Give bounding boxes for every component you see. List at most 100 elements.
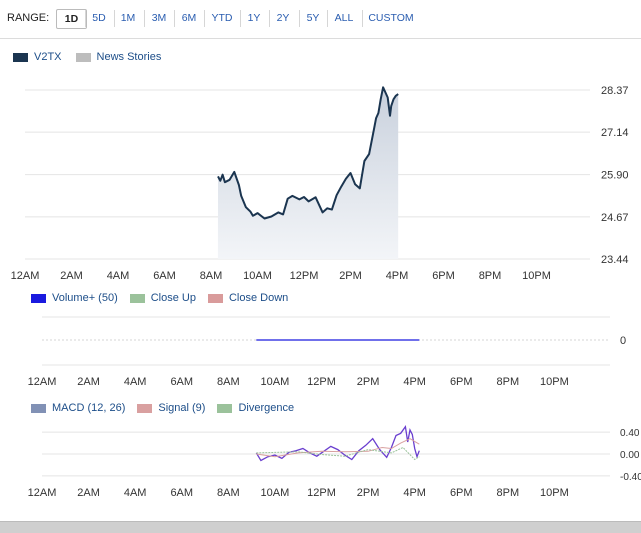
legend-swatch <box>75 52 91 62</box>
range-separator <box>144 10 145 27</box>
x-tick-label: 10AM <box>243 270 272 282</box>
volume-chart[interactable]: 0 12AM 2AM 4AM 6AM 8AM 10AM 12PM 2PM 4PM 6PM 8PM 10P… <box>0 310 641 390</box>
legend-label: Divergence <box>238 402 295 414</box>
x-tick-label: 6AM <box>153 270 176 282</box>
x-tick-label: 8AM <box>217 376 240 388</box>
price-legend: V2TX News Stories <box>13 51 175 63</box>
y-tick-label: 23.44 <box>601 254 629 266</box>
x-tick-label: 2AM <box>77 376 100 388</box>
range-separator <box>114 10 115 27</box>
signal-line <box>256 438 420 458</box>
legend-label: Close Up <box>150 292 196 304</box>
legend-item-news-stories[interactable]: News Stories <box>75 51 162 63</box>
x-tick-label: 4PM <box>386 270 409 282</box>
x-tick-label: 12PM <box>307 487 336 499</box>
y-tick-label: 28.37 <box>601 85 629 97</box>
x-tick-label: 2PM <box>357 487 380 499</box>
x-tick-label: 10PM <box>540 376 569 388</box>
volume-legend: Volume+ (50) Close Up Close Down <box>31 292 300 304</box>
range-option-5y[interactable]: 5Y <box>306 12 320 24</box>
x-tick-label: 4AM <box>124 487 147 499</box>
y-tick-label: 0.00 <box>620 450 640 461</box>
range-option-all[interactable]: ALL <box>334 12 354 24</box>
legend-label: MACD (12, 26) <box>52 402 126 414</box>
x-tick-label: 2PM <box>339 270 362 282</box>
y-tick-label: 0 <box>620 335 626 347</box>
x-tick-label: 10AM <box>261 376 290 388</box>
y-tick-label: 24.67 <box>601 212 629 224</box>
range-option-custom[interactable]: CUSTOM <box>368 12 414 24</box>
legend-label: Signal (9) <box>158 402 206 414</box>
range-separator <box>327 10 328 27</box>
range-label: RANGE: <box>7 12 50 24</box>
y-tick-label: -0.40 <box>620 472 641 483</box>
x-tick-label: 6AM <box>170 376 193 388</box>
range-toolbar: RANGE: 1D 5D 1M 3M 6M YTD 1Y 2Y 5Y ALL CUSTOM <box>0 0 641 39</box>
x-tick-label: 12AM <box>28 376 57 388</box>
x-tick-label: 12PM <box>307 376 336 388</box>
x-tick-label: 10PM <box>522 270 551 282</box>
legend-item-close-down[interactable]: Close Down <box>207 292 289 304</box>
x-tick-label: 8PM <box>497 376 520 388</box>
range-option-1y[interactable]: 1Y <box>247 12 261 24</box>
x-tick-label: 6PM <box>432 270 455 282</box>
legend-label: Close Down <box>228 292 289 304</box>
range-option-1d[interactable]: 1D <box>56 9 87 29</box>
range-option-ytd[interactable]: YTD <box>211 12 233 24</box>
x-tick-label: 6PM <box>450 487 473 499</box>
x-tick-label: 12PM <box>290 270 319 282</box>
y-tick-label: 25.90 <box>601 170 629 182</box>
range-option-5d[interactable]: 5D <box>92 12 106 24</box>
range-separator <box>240 10 241 27</box>
legend-swatch <box>217 403 233 413</box>
legend-item-macd-12-26[interactable]: MACD (12, 26) <box>31 402 125 414</box>
x-tick-label: 12AM <box>11 270 40 282</box>
range-option-6m[interactable]: 6M <box>181 12 197 24</box>
macd-chart[interactable]: 0.40 0.00 -0.40 12AM 2AM 4AM 6AM 8AM 10AM 12PM 2PM… <box>0 420 641 502</box>
v2tx-area <box>217 87 399 259</box>
x-tick-label: 4AM <box>107 270 130 282</box>
divergence-line <box>256 446 420 461</box>
legend-item-v2tx[interactable]: V2TX <box>13 51 62 63</box>
legend-item-close-up[interactable]: Close Up <box>129 292 196 304</box>
footer-bar <box>0 521 641 533</box>
price-chart[interactable]: 28.37 27.14 25.90 24.67 23.44 12AM 2AM 4AM 6AM 8A… <box>0 70 641 288</box>
x-tick-label: 6PM <box>450 376 473 388</box>
y-tick-label: 27.14 <box>601 127 629 139</box>
range-separator <box>204 10 205 27</box>
legend-label: V2TX <box>34 51 62 63</box>
x-tick-label: 8AM <box>217 487 240 499</box>
x-tick-label: 8AM <box>200 270 223 282</box>
x-tick-label: 6AM <box>170 487 193 499</box>
legend-swatch <box>13 52 28 62</box>
x-tick-label: 8PM <box>497 487 520 499</box>
range-separator <box>174 10 175 27</box>
range-separator <box>269 10 270 27</box>
x-tick-label: 4AM <box>124 376 147 388</box>
range-option-1m[interactable]: 1M <box>120 12 136 24</box>
x-tick-label: 8PM <box>479 270 502 282</box>
x-tick-label: 4PM <box>403 376 426 388</box>
legend-label: News Stories <box>96 51 162 63</box>
legend-item-volume-50[interactable]: Volume+ (50) <box>31 292 118 304</box>
range-separator <box>299 10 300 27</box>
legend-label: Volume+ (50) <box>52 292 118 304</box>
legend-item-divergence[interactable]: Divergence <box>217 402 294 414</box>
x-tick-label: 12AM <box>28 487 57 499</box>
macd-legend: MACD (12, 26) Signal (9) Divergence <box>31 402 306 414</box>
x-tick-label: 10AM <box>261 487 290 499</box>
range-separator <box>85 10 86 27</box>
x-tick-label: 2AM <box>60 270 83 282</box>
x-tick-label: 10PM <box>540 487 569 499</box>
x-tick-label: 2AM <box>77 487 100 499</box>
legend-item-signal-9[interactable]: Signal (9) <box>137 402 205 414</box>
legend-swatch <box>31 293 46 303</box>
range-option-3m[interactable]: 3M <box>151 12 167 24</box>
legend-swatch <box>207 293 223 303</box>
x-tick-label: 4PM <box>403 487 426 499</box>
legend-swatch <box>137 403 153 413</box>
v2tx-line <box>217 86 399 220</box>
legend-swatch <box>129 293 145 303</box>
y-tick-label: 0.40 <box>620 428 640 439</box>
range-option-2y[interactable]: 2Y <box>276 12 290 24</box>
